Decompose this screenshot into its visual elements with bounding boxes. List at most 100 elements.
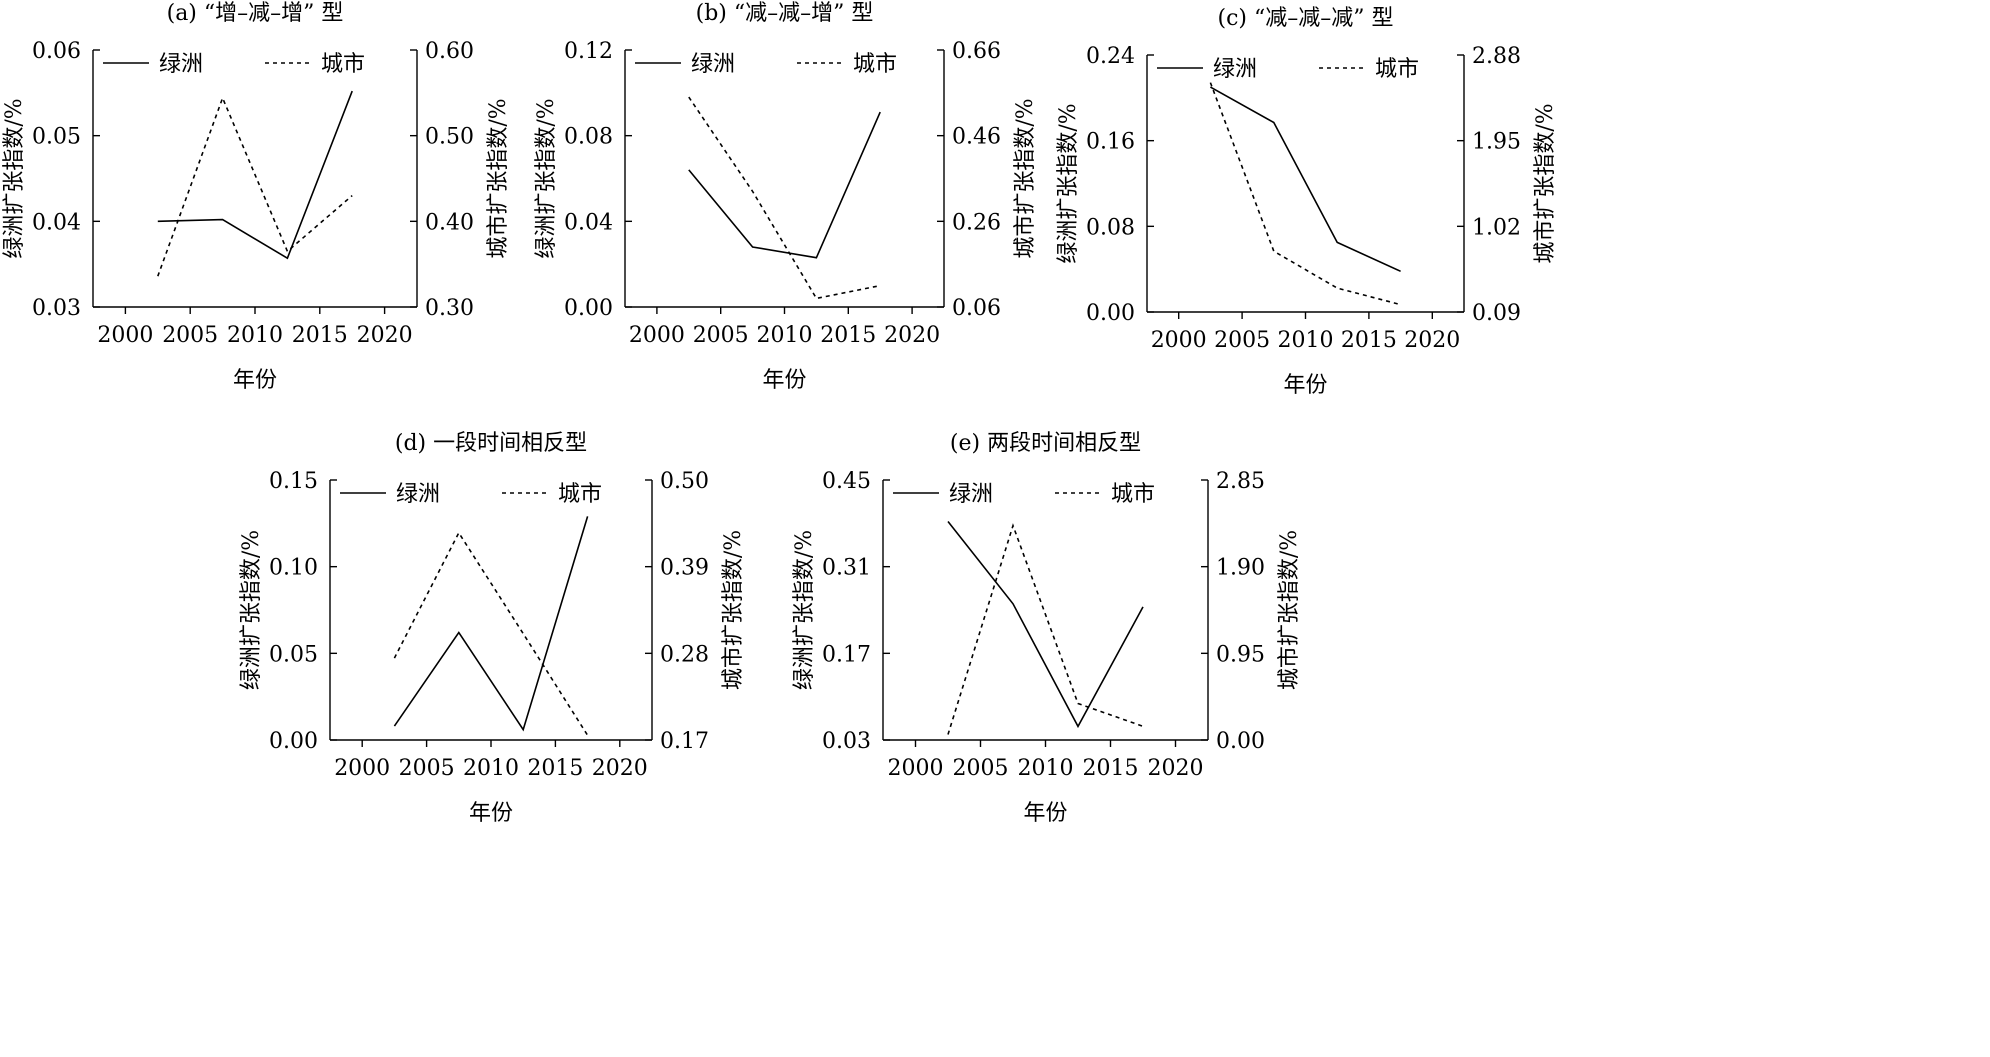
chart-c-y-axis-title: 绿洲扩张指数/% [1056, 103, 1081, 263]
chart-e-y2-tick-label: 2.85 [1216, 469, 1265, 494]
chart-b-x-tick-label: 2005 [693, 323, 749, 348]
chart-a-x-tick-label: 2000 [97, 323, 153, 348]
chart-c-legend-label: 城市 [1375, 57, 1419, 82]
chart-a-y2-axis-title: 城市扩张指数/% [486, 98, 511, 258]
chart-c-y2-tick-label: 1.02 [1472, 215, 1521, 240]
chart-e-y-tick-label: 0.45 [822, 469, 871, 494]
chart-e-y2-tick-label: 1.90 [1216, 556, 1265, 581]
chart-d-y-tick-label: 0.05 [269, 642, 318, 667]
chart-c-y2-axis-title: 城市扩张指数/% [1533, 103, 1558, 263]
chart-b-series-city-line [688, 96, 881, 300]
chart-b-legend-label: 城市 [853, 52, 897, 77]
chart-b-y2-axis-title: 城市扩张指数/% [1013, 98, 1038, 258]
chart-d-series-city-line [393, 531, 589, 736]
chart-e-x-tick-label: 2020 [1148, 756, 1204, 781]
chart-e-series-oasis-line [947, 521, 1144, 729]
chart-d-y2-tick-label: 0.28 [660, 642, 709, 667]
chart-c-y-tick-label: 0.16 [1086, 130, 1135, 155]
chart-a-legend-label: 绿洲 [159, 52, 203, 77]
chart-d-x-tick-label: 2000 [334, 756, 390, 781]
chart-a-y2-tick-label: 0.60 [425, 39, 474, 64]
chart-c-legend-label: 绿洲 [1213, 57, 1257, 82]
chart-a-x-tick-label: 2020 [357, 323, 413, 348]
chart-b-x-axis-title: 年份 [762, 368, 806, 393]
chart-c-y2-tick-label: 2.88 [1472, 44, 1521, 69]
chart-b-y-tick-label: 0.04 [564, 210, 613, 235]
chart-d-legend-label: 绿洲 [396, 482, 440, 507]
chart-a-x-axis-title: 年份 [233, 368, 277, 393]
chart-e-y-tick-label: 0.17 [822, 642, 871, 667]
chart-c-x-tick-label: 2000 [1151, 328, 1207, 353]
chart-e-x-tick-label: 2010 [1018, 756, 1074, 781]
chart-a-legend-label: 城市 [321, 52, 365, 77]
chart-e-series-city-line [947, 523, 1144, 735]
chart-a-series-oasis-line [157, 90, 353, 260]
chart-a-series-city-line [157, 95, 353, 277]
chart-d-legend-label: 城市 [558, 482, 602, 507]
chart-e-y-axis-title: 绿洲扩张指数/% [792, 530, 817, 690]
chart-c-x-tick-label: 2010 [1278, 328, 1334, 353]
chart-d-y2-tick-label: 0.39 [660, 556, 709, 581]
chart-c-y-tick-label: 0.24 [1086, 44, 1135, 69]
chart-e-legend-label: 绿洲 [949, 482, 993, 507]
chart-e-y2-tick-label: 0.95 [1216, 642, 1265, 667]
figure: (a) “增–减–增” 型 2000 2005 2010 2015 2020 0.03 0.0… [2, 1, 1558, 826]
chart-e-x-tick-label: 2015 [1083, 756, 1139, 781]
chart-b-x-tick-label: 2020 [884, 323, 940, 348]
chart-d-y2-tick-label: 0.50 [660, 469, 709, 494]
chart-b-y2-tick-label: 0.66 [952, 39, 1001, 64]
chart-c-y-tick-label: 0.08 [1086, 215, 1135, 240]
chart-c-x-tick-label: 2005 [1214, 328, 1270, 353]
chart-a: (a) “增–减–增” 型 2000 2005 2010 2015 2020 0.03 0.0… [2, 1, 511, 393]
chart-b-x-tick-label: 2015 [820, 323, 876, 348]
chart-a-title: (a) “增–减–增” 型 [167, 1, 344, 26]
chart-d: (d) 一段时间相反型 2000 2005 2010 2015 2020 0.00 0.05 0… [239, 431, 746, 826]
chart-b-y-axis-title: 绿洲扩张指数/% [534, 98, 559, 258]
chart-d-y2-tick-label: 0.17 [660, 729, 709, 754]
chart-a-x-tick-label: 2010 [227, 323, 283, 348]
chart-e-x-tick-label: 2000 [888, 756, 944, 781]
chart-c-y2-tick-label: 0.09 [1472, 301, 1521, 326]
chart-c-y-tick-label: 0.00 [1086, 301, 1135, 326]
chart-a-y2-tick-label: 0.50 [425, 125, 474, 150]
chart-d-series-oasis-line [393, 516, 589, 732]
chart-d-x-tick-label: 2005 [399, 756, 455, 781]
chart-a-y-tick-label: 0.05 [32, 125, 81, 150]
chart-e-y2-tick-label: 0.00 [1216, 729, 1265, 754]
chart-b-series-oasis-line [688, 111, 881, 259]
chart-a-x-tick-label: 2015 [292, 323, 348, 348]
chart-d-x-tick-label: 2020 [592, 756, 648, 781]
chart-e-x-axis-title: 年份 [1023, 801, 1067, 826]
chart-c-series-oasis-line [1210, 86, 1401, 273]
chart-b-title: (b) “减–减–增” 型 [696, 1, 874, 26]
chart-c-x-tick-label: 2020 [1404, 328, 1460, 353]
chart-e-x-tick-label: 2005 [953, 756, 1009, 781]
chart-a-y-tick-label: 0.03 [32, 296, 81, 321]
chart-d-x-tick-label: 2010 [463, 756, 519, 781]
chart-e-y-tick-label: 0.03 [822, 729, 871, 754]
chart-d-x-axis-title: 年份 [469, 801, 513, 826]
chart-b-y2-tick-label: 0.26 [952, 210, 1001, 235]
chart-a-y2-tick-label: 0.40 [425, 210, 474, 235]
chart-a-y2-tick-label: 0.30 [425, 296, 474, 321]
chart-d-y-tick-label: 0.15 [269, 469, 318, 494]
chart-d-y-axis-title: 绿洲扩张指数/% [239, 530, 264, 690]
chart-d-y2-axis-title: 城市扩张指数/% [721, 530, 746, 690]
chart-b-y2-tick-label: 0.46 [952, 125, 1001, 150]
chart-a-y-tick-label: 0.06 [32, 39, 81, 64]
chart-c-x-axis-title: 年份 [1283, 373, 1327, 398]
chart-a-x-tick-label: 2005 [162, 323, 218, 348]
chart-c-y2-tick-label: 1.95 [1472, 130, 1521, 155]
chart-b-y-tick-label: 0.08 [564, 125, 613, 150]
chart-b-legend-label: 绿洲 [691, 52, 735, 77]
chart-b-y-tick-label: 0.00 [564, 296, 613, 321]
chart-c-title: (c) “减–减–减” 型 [1218, 6, 1394, 31]
chart-b-y-tick-label: 0.12 [564, 39, 613, 64]
chart-d-x-tick-label: 2015 [527, 756, 583, 781]
chart-e-legend-label: 城市 [1111, 482, 1155, 507]
chart-e: (e) 两段时间相反型 2000 2005 2010 2015 2020 0.03 0.17 0… [792, 431, 1302, 826]
chart-e-y-tick-label: 0.31 [822, 556, 871, 581]
chart-e-y2-axis-title: 城市扩张指数/% [1277, 530, 1302, 690]
chart-a-y-axis-title: 绿洲扩张指数/% [2, 98, 27, 258]
chart-b-y2-tick-label: 0.06 [952, 296, 1001, 321]
